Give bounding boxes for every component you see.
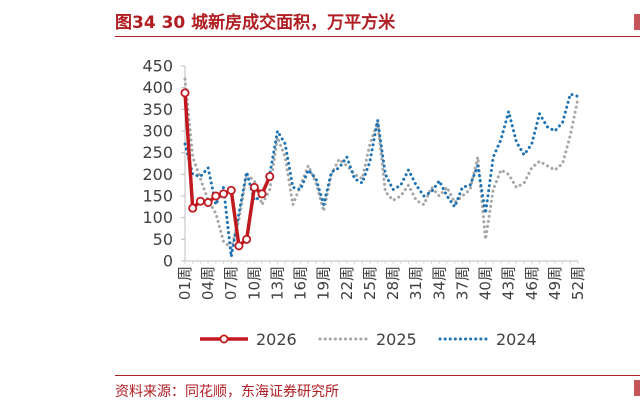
x-tick-label: 28周 bbox=[384, 266, 402, 300]
y-tick-label: 150 bbox=[142, 187, 173, 206]
x-tick-label: 34周 bbox=[430, 266, 448, 300]
y-tick-label: 300 bbox=[142, 122, 173, 141]
legend-marker-2026 bbox=[219, 334, 229, 344]
y-tick-label: 400 bbox=[142, 78, 173, 97]
source-note: 资料来源：同花顺，东海证券研究所 bbox=[115, 384, 339, 400]
x-tick-label: 49周 bbox=[546, 266, 564, 300]
figure-title: 图34 30 城新房成交面积，万平方米 bbox=[115, 13, 396, 33]
y-tick-label: 50 bbox=[153, 230, 173, 249]
series-2026-point bbox=[211, 191, 221, 201]
series-2026-point bbox=[219, 189, 229, 199]
x-tick-label: 04周 bbox=[199, 266, 217, 300]
x-tick-label: 37周 bbox=[453, 266, 471, 300]
footer-divider bbox=[115, 375, 640, 376]
x-tick-label: 16周 bbox=[292, 266, 310, 300]
x-tick-label: 43周 bbox=[500, 266, 518, 300]
series-2026-point bbox=[257, 189, 267, 199]
legend-label-2024: 2024 bbox=[496, 330, 537, 349]
series-2026-point bbox=[234, 241, 244, 251]
series-2026-point bbox=[242, 234, 252, 244]
series-2026-point bbox=[265, 171, 275, 181]
x-tick-label: 25周 bbox=[361, 266, 379, 300]
y-tick-label: 100 bbox=[142, 208, 173, 227]
title-divider bbox=[115, 36, 640, 37]
series-2026-point bbox=[249, 182, 259, 192]
legend-label-2025: 2025 bbox=[376, 330, 417, 349]
x-tick-label: 19周 bbox=[315, 266, 333, 300]
x-tick-label: 07周 bbox=[222, 266, 240, 300]
y-tick-label: 450 bbox=[142, 57, 173, 76]
x-tick-label: 13周 bbox=[268, 266, 286, 300]
x-tick-label: 22周 bbox=[338, 266, 356, 300]
next-column-edge-mark-bottom bbox=[634, 380, 640, 396]
y-tick-label: 250 bbox=[142, 143, 173, 162]
x-tick-label: 46周 bbox=[523, 266, 541, 300]
series-2026-point bbox=[195, 196, 205, 206]
y-tick-label: 350 bbox=[142, 100, 173, 119]
y-tick-label: 200 bbox=[142, 165, 173, 184]
series-2026-point bbox=[188, 203, 198, 213]
x-tick-label: 31周 bbox=[407, 266, 425, 300]
series-2025-line bbox=[183, 77, 580, 250]
y-tick-label: 0 bbox=[163, 252, 173, 271]
series-2024-line bbox=[183, 92, 580, 259]
line-chart: 0 50 100 150 200 250 300 350 400 450 01周 04周 07周 10周 1… bbox=[142, 57, 587, 350]
series-2026-point bbox=[226, 185, 236, 195]
next-column-edge-mark bbox=[634, 14, 640, 30]
x-tick-label: 52周 bbox=[569, 266, 587, 300]
x-tick-label: 10周 bbox=[245, 266, 263, 300]
x-tick-label: 40周 bbox=[477, 266, 495, 300]
x-tick-label: 01周 bbox=[176, 266, 194, 300]
series-2026-point bbox=[203, 197, 213, 207]
legend-label-2026: 2026 bbox=[256, 330, 297, 349]
series-2026-point bbox=[180, 88, 190, 98]
